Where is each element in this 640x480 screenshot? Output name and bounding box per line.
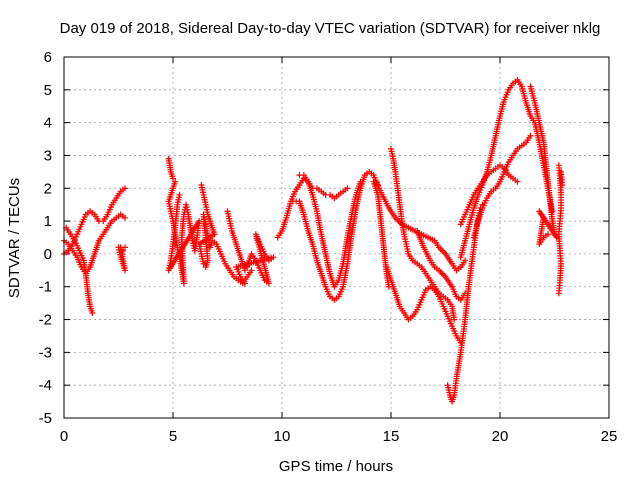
marks-layer xyxy=(61,76,566,405)
y-tick-label: 5 xyxy=(44,82,52,99)
data-point xyxy=(248,267,255,274)
series-14 xyxy=(370,178,392,290)
data-point xyxy=(122,214,129,221)
data-point xyxy=(451,316,458,323)
series-10 xyxy=(296,172,364,290)
series-3 xyxy=(63,224,96,316)
data-point xyxy=(536,208,543,215)
series-17 xyxy=(457,76,556,261)
y-tick-label: 3 xyxy=(44,147,52,164)
x-tick-label: 20 xyxy=(492,428,509,445)
y-tick-label: 2 xyxy=(44,180,52,197)
x-axis-label: GPS time / hours xyxy=(279,458,393,475)
data-point xyxy=(241,280,248,287)
y-tick-label: -3 xyxy=(39,344,52,361)
series-21 xyxy=(555,162,566,297)
data-point xyxy=(176,191,183,198)
data-point xyxy=(344,185,351,192)
chart-title: Day 019 of 2018, Sidereal Day-to-day VTE… xyxy=(60,20,601,37)
y-tick-label: 1 xyxy=(44,213,52,230)
x-tick-label: 5 xyxy=(169,428,177,445)
x-tick-label: 15 xyxy=(383,428,400,445)
series-5 xyxy=(165,155,203,287)
y-tick-label: 0 xyxy=(44,246,52,263)
series-19 xyxy=(457,162,521,228)
data-point xyxy=(527,132,534,139)
x-tick-label: 25 xyxy=(601,428,618,445)
data-point xyxy=(122,185,129,192)
data-point xyxy=(357,178,364,185)
data-point xyxy=(385,283,392,290)
data-point xyxy=(549,208,556,215)
data-point xyxy=(241,267,248,274)
data-point xyxy=(544,231,551,238)
data-point xyxy=(170,175,176,182)
tick-layer: 0 5 10 15 20 25 -5 -4 -3 -2 -1 0 1 2 3 4 5 6 xyxy=(39,49,618,445)
data-point xyxy=(462,257,469,264)
data-point xyxy=(559,181,566,188)
x-tick-label: 10 xyxy=(274,428,291,445)
y-tick-label: -1 xyxy=(39,279,52,296)
series-20 xyxy=(527,83,560,248)
x-tick-label: 0 xyxy=(60,428,68,445)
data-point xyxy=(514,178,521,185)
series-16 xyxy=(444,201,486,405)
y-tick-label: 4 xyxy=(44,115,52,132)
y-axis-label: SDTVAR / TECUs xyxy=(6,178,23,298)
series-7 xyxy=(224,208,277,287)
series-4 xyxy=(115,244,129,274)
data-point xyxy=(200,260,207,267)
series-13 xyxy=(388,145,458,323)
data-point xyxy=(538,211,545,218)
y-tick-label: -5 xyxy=(39,410,52,427)
plot-frame xyxy=(63,56,610,419)
data-point xyxy=(89,309,96,316)
grid-layer xyxy=(64,57,609,418)
y-tick-label: -2 xyxy=(39,312,52,329)
data-point xyxy=(555,290,562,297)
series-15 xyxy=(414,227,469,303)
data-point xyxy=(119,247,126,254)
data-point xyxy=(122,244,129,251)
y-tick-label: -4 xyxy=(39,377,52,394)
series-6 xyxy=(196,181,255,287)
y-tick-label: 6 xyxy=(44,49,52,66)
